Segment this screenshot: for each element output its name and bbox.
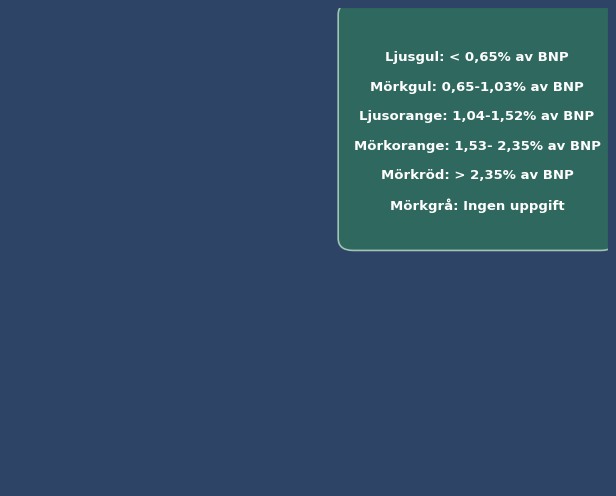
Text: Ljusgul: < 0,65% av BNP: Ljusgul: < 0,65% av BNP (385, 51, 569, 64)
FancyBboxPatch shape (338, 2, 616, 250)
Text: Mörkorange: 1,53- 2,35% av BNP: Mörkorange: 1,53- 2,35% av BNP (354, 140, 601, 153)
Text: Ljusorange: 1,04-1,52% av BNP: Ljusorange: 1,04-1,52% av BNP (360, 110, 594, 124)
Text: Mörkröd: > 2,35% av BNP: Mörkröd: > 2,35% av BNP (381, 170, 573, 183)
Text: Mörkgul: 0,65-1,03% av BNP: Mörkgul: 0,65-1,03% av BNP (370, 81, 584, 94)
Text: Mörkgrå: Ingen uppgift: Mörkgrå: Ingen uppgift (390, 198, 564, 213)
